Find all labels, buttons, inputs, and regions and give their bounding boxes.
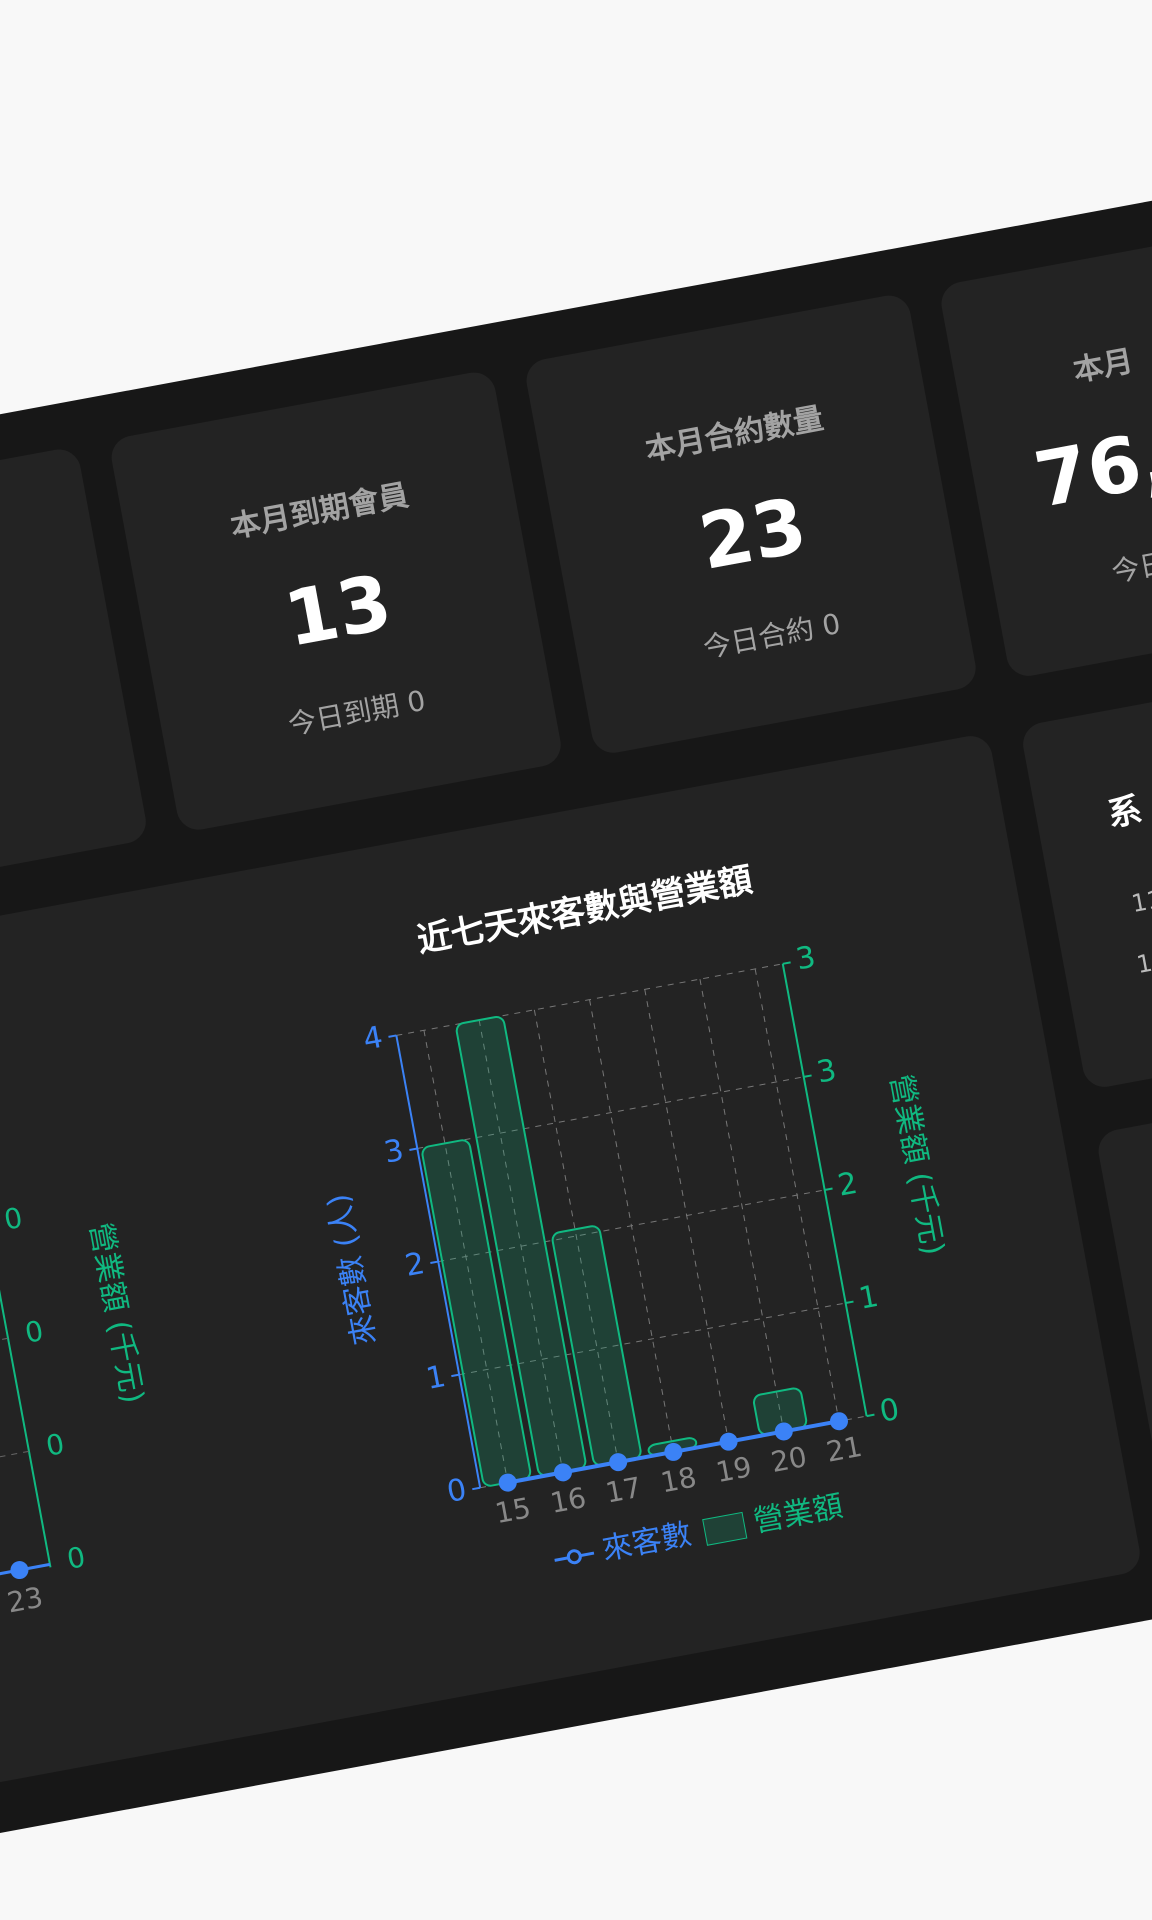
- x-tick-label: 15: [492, 1491, 533, 1530]
- side-card-line: 113: [1129, 882, 1152, 918]
- line-point: [553, 1463, 572, 1482]
- side-card-line: 11: [1134, 946, 1152, 979]
- y-axis: [395, 1035, 482, 1488]
- line-point: [664, 1442, 683, 1461]
- y-tick: [472, 1486, 481, 1491]
- stat-card: [111, 372, 561, 830]
- y-tick: [430, 1260, 439, 1265]
- line-point: [774, 1422, 793, 1441]
- y2-tick: [866, 1413, 875, 1418]
- stat-card: [0, 449, 146, 907]
- stat-card: [526, 295, 976, 753]
- y2-tick: [824, 1187, 833, 1191]
- legend-point-icon: [566, 1549, 582, 1565]
- axis-line: [0, 1112, 52, 1568]
- x-tick-label: 18: [658, 1460, 699, 1499]
- side-card-title: 系: [1105, 790, 1146, 836]
- y-tick: [388, 1034, 397, 1038]
- line-point: [609, 1453, 628, 1472]
- category-grid-line: [699, 979, 785, 1432]
- line-point: [719, 1432, 738, 1451]
- y2-axis: [781, 963, 868, 1417]
- y2-tick-label: 0: [64, 1540, 88, 1576]
- line-point: [498, 1473, 517, 1492]
- x-tick-label: 19: [713, 1450, 754, 1489]
- y2-tick-label: 0: [43, 1427, 67, 1463]
- x-tick-label: 20: [768, 1440, 809, 1479]
- x-tick-label: 17: [603, 1471, 644, 1510]
- card-value: 13: [278, 557, 398, 664]
- chart-card: [0, 736, 1140, 1920]
- card-value: 23: [693, 480, 813, 587]
- line-point: [10, 1561, 29, 1580]
- category-grid-line: [533, 1009, 619, 1463]
- y2-tick: [782, 961, 791, 965]
- grid-line: [417, 1076, 804, 1149]
- grid-line: [459, 1302, 846, 1376]
- y-tick: [451, 1373, 460, 1378]
- x-tick-label: 23: [4, 1581, 45, 1620]
- y2-tick-label: 0: [1, 1201, 25, 1237]
- stat-card: [941, 218, 1152, 676]
- y-tick: [409, 1147, 418, 1151]
- side-card: [1023, 659, 1152, 1087]
- x-tick-label: 21: [824, 1430, 865, 1469]
- grid-line: [438, 1189, 825, 1263]
- y2-tick-label: 0: [22, 1314, 46, 1350]
- legend-bar-icon: [702, 1511, 748, 1546]
- dashboard: 本月到期會員 13 今日到期 0 本月合約數量 23 今日合約 0 本月 76,…: [0, 122, 1152, 1920]
- line-point: [829, 1412, 848, 1431]
- y2-tick: [803, 1074, 812, 1078]
- x-tick-label: 16: [548, 1481, 589, 1520]
- y2-tick: [845, 1300, 854, 1305]
